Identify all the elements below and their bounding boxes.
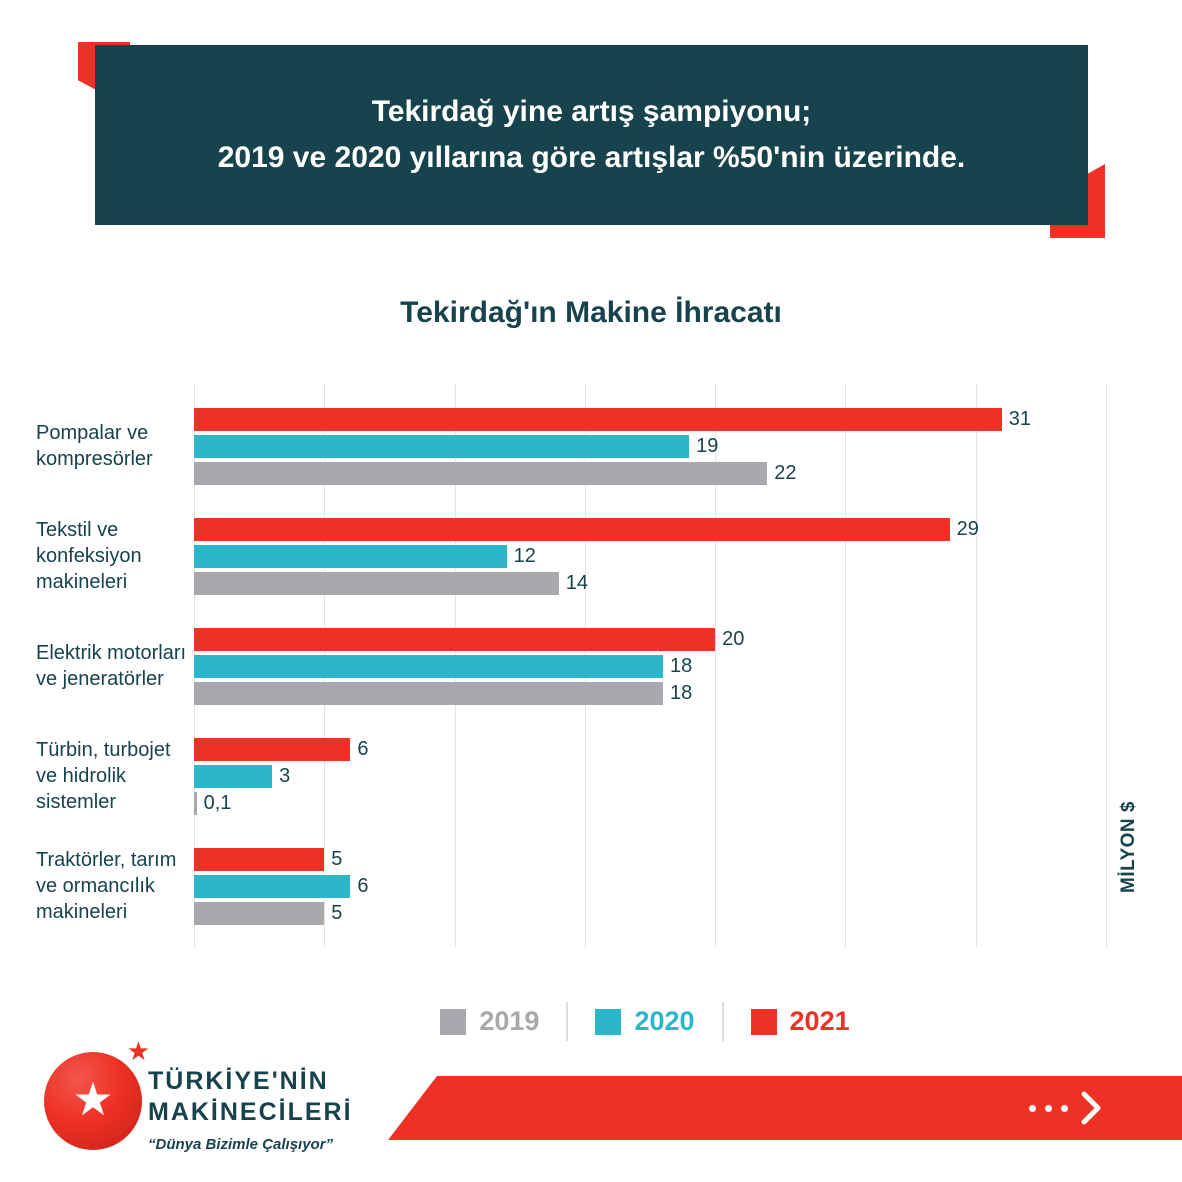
value-label: 19 [696, 435, 719, 457]
legend-label: 2019 [479, 1006, 540, 1036]
brand-name-line1: TÜRKİYE'NİN [148, 1067, 329, 1095]
axis-unit-label: MİLYON $ [1118, 801, 1139, 893]
bar-line: 5 [194, 902, 1106, 925]
bar-line: 22 [194, 462, 1106, 485]
category-label: Türbin, turbojet ve hidrolik sistemler [36, 739, 171, 813]
category-label: Tekstil ve konfeksiyon makineleri [36, 519, 142, 593]
value-label: 6 [357, 875, 369, 897]
value-label: 5 [331, 848, 343, 870]
bar-line: 18 [194, 682, 1106, 705]
gridline [845, 384, 847, 948]
bar-line: 6 [194, 875, 1106, 898]
bar-line: 5 [194, 848, 1106, 871]
bar-line: 12 [194, 545, 1106, 568]
value-label: 0,1 [203, 792, 232, 814]
mini-star-icon: ★ [126, 1036, 150, 1066]
bar-2019 [194, 682, 664, 705]
bar-group: 20 18 18 [194, 611, 1106, 721]
category-label: Pompalar ve kompresörler [36, 422, 153, 470]
gridline [975, 384, 977, 948]
bar-line: 20 [194, 628, 1106, 651]
bar-2021 [194, 738, 351, 761]
bar-2021 [194, 518, 950, 541]
value-label: 22 [774, 462, 797, 484]
legend-item-2020: 2020 [566, 1002, 721, 1041]
bar-line: 14 [194, 572, 1106, 595]
bar-group: 31 19 22 [194, 391, 1106, 501]
legend: 2019 2020 2021 [0, 1002, 1182, 1041]
legend-label: 2020 [634, 1006, 695, 1036]
legend-label: 2021 [789, 1006, 850, 1036]
brand-text-block: TÜRKİYE'NİN MAKİNECİLERİ “Dünya Bizimle … [148, 1066, 353, 1153]
brand-logo: ★ ★ [44, 1038, 150, 1150]
value-label: 18 [670, 655, 693, 677]
bar-line: 0,1 [194, 792, 1106, 815]
bar-2019 [194, 572, 559, 595]
dot-icon [1061, 1104, 1068, 1112]
headline-banner: Tekirdağ yine artış şampiyonu; 2019 ve 2… [95, 45, 1088, 225]
bar-line: 3 [194, 765, 1106, 788]
legend-item-2019: 2019 [413, 1002, 566, 1041]
cta-ribbon [388, 1076, 1182, 1140]
bar-2020 [194, 875, 351, 898]
bar-line: 18 [194, 655, 1106, 678]
value-label: 14 [565, 572, 589, 594]
bar-2021 [194, 408, 1002, 431]
bar-2020 [194, 655, 664, 678]
value-label: 5 [331, 902, 343, 924]
bar-2019 [194, 462, 768, 485]
bar-2019 [194, 902, 325, 925]
bar-line: 29 [194, 518, 1106, 541]
value-label: 20 [722, 628, 745, 650]
arrow-right-icon [1029, 1091, 1102, 1125]
chart-title: Tekirdağ'ın Makine İhracatı [400, 296, 782, 329]
bar-2020 [194, 545, 507, 568]
brand-tagline: “Dünya Bizimle Çalışıyor” [148, 1135, 334, 1153]
bar-2021 [194, 848, 325, 871]
bar-2020 [194, 435, 690, 458]
bar-line: 31 [194, 408, 1106, 431]
dot-icon [1045, 1104, 1052, 1112]
value-label: 18 [670, 682, 693, 704]
bar-2021 [194, 628, 716, 651]
headline-line2: 2019 ve 2020 yıllarına göre artışlar %50… [217, 141, 966, 174]
legend-item-2021: 2021 [721, 1002, 877, 1041]
headline-line1: Tekirdağ yine artış şampiyonu; [371, 94, 812, 128]
legend-swatch [750, 1008, 777, 1035]
gridline [715, 384, 717, 948]
brand-name-line2: MAKİNECİLERİ [148, 1098, 353, 1127]
bar-2020 [194, 765, 273, 788]
category-label: Elektrik motorları ve jeneratörler [36, 642, 187, 690]
value-label: 12 [513, 545, 536, 567]
bar-group: 29 12 14 [194, 501, 1106, 611]
bar-line: 6 [194, 738, 1106, 761]
category-labels: Pompalar ve kompresörler Tekstil ve konfe… [36, 391, 194, 941]
legend-swatch [595, 1008, 622, 1035]
dot-icon [1029, 1104, 1036, 1112]
bar-group: 6 3 0,1 [194, 721, 1106, 831]
bar-chart: Pompalar ve kompresörler Tekstil ve konfe… [36, 384, 1107, 948]
category-label: Traktörler, tarım ve ormancılık makinele… [36, 849, 177, 923]
chevron-right-icon [1081, 1091, 1101, 1125]
star-icon: ★ [72, 1073, 114, 1126]
value-label: 3 [279, 765, 291, 787]
value-label: 31 [1008, 408, 1032, 430]
value-label: 6 [357, 738, 369, 760]
legend-swatch [440, 1008, 467, 1035]
bar-2019 [194, 792, 197, 815]
plot-area: 31 19 22 29 12 14 20 18 18 6 3 0,1 5 6 5 [194, 384, 1107, 948]
bar-line: 19 [194, 435, 1106, 458]
gridline [1106, 384, 1107, 948]
value-label: 29 [956, 518, 979, 540]
